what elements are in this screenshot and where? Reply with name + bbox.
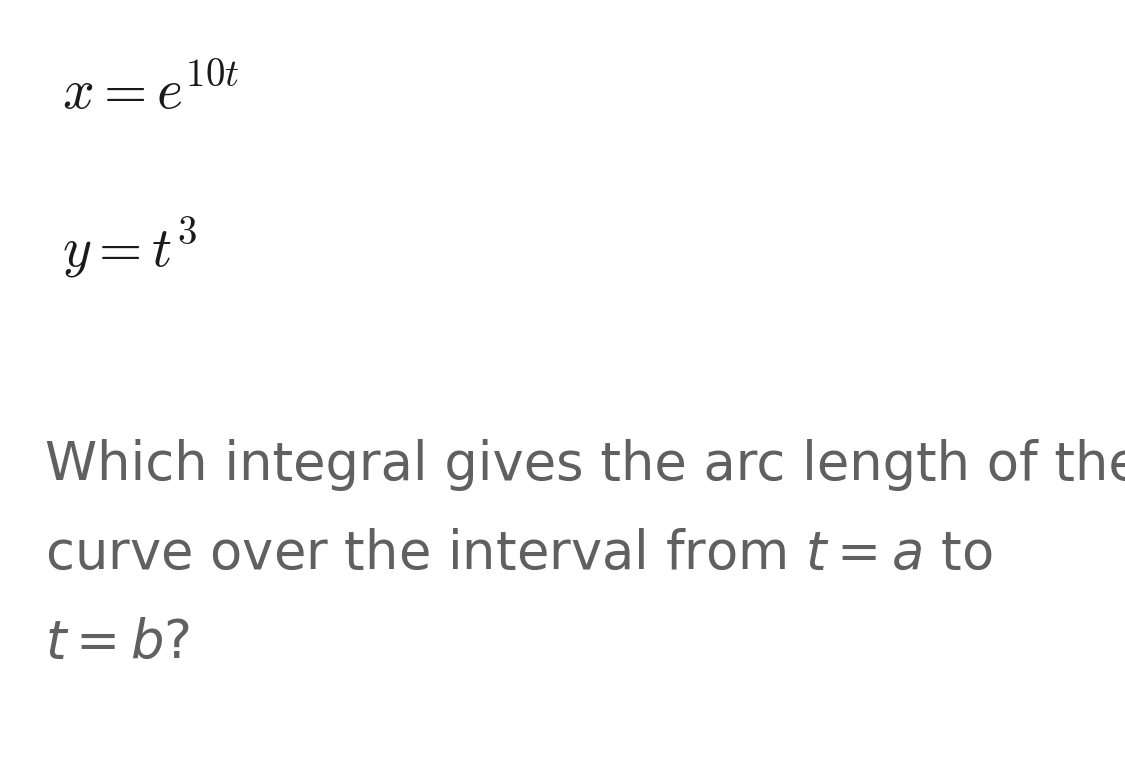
Text: $y = t^3$: $y = t^3$ <box>62 216 197 281</box>
Text: curve over the interval from $t = a$ to: curve over the interval from $t = a$ to <box>45 528 992 580</box>
Text: Which integral gives the arc length of the: Which integral gives the arc length of t… <box>45 439 1125 491</box>
Text: $t = b$?: $t = b$? <box>45 617 190 668</box>
Text: $x = e^{10t}$: $x = e^{10t}$ <box>62 66 240 121</box>
